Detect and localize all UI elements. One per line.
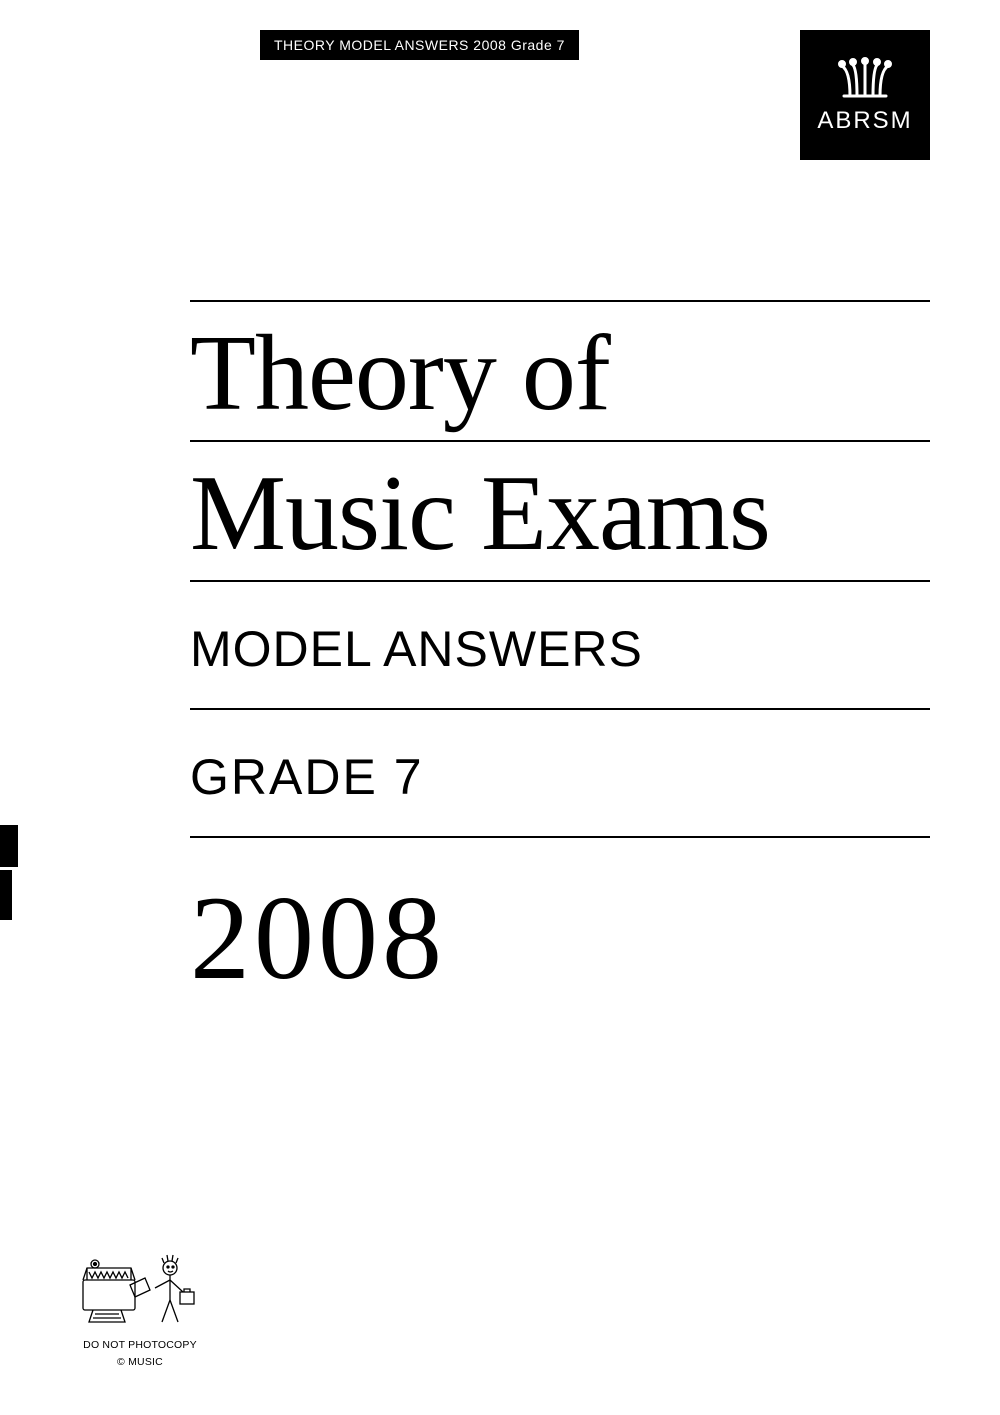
copyright-notice: DO NOT PHOTOCOPY © MUSIC <box>65 1250 215 1370</box>
logo-label: ABRSM <box>817 107 912 135</box>
left-edge-mark <box>0 870 12 920</box>
abrsm-logo: ABRSM <box>800 30 930 160</box>
copyright-line-1: DO NOT PHOTOCOPY <box>65 1339 215 1353</box>
title-line-2: Music Exams <box>190 442 930 580</box>
copyright-line-2: © MUSIC <box>65 1356 215 1370</box>
do-not-photocopy-cartoon-icon <box>75 1250 205 1330</box>
header-ribbon: THEORY MODEL ANSWERS 2008 Grade 7 <box>260 30 579 60</box>
title-line-1: Theory of <box>190 302 930 440</box>
title-block: Theory of Music Exams MODEL ANSWERS GRAD… <box>190 300 930 1008</box>
crown-icon <box>830 56 900 101</box>
subtitle-model-answers: MODEL ANSWERS <box>190 582 930 708</box>
year-text: 2008 <box>190 838 930 1008</box>
subtitle-grade: GRADE 7 <box>190 710 930 836</box>
left-edge-mark <box>0 825 18 867</box>
ribbon-text: THEORY MODEL ANSWERS 2008 Grade 7 <box>274 37 565 53</box>
